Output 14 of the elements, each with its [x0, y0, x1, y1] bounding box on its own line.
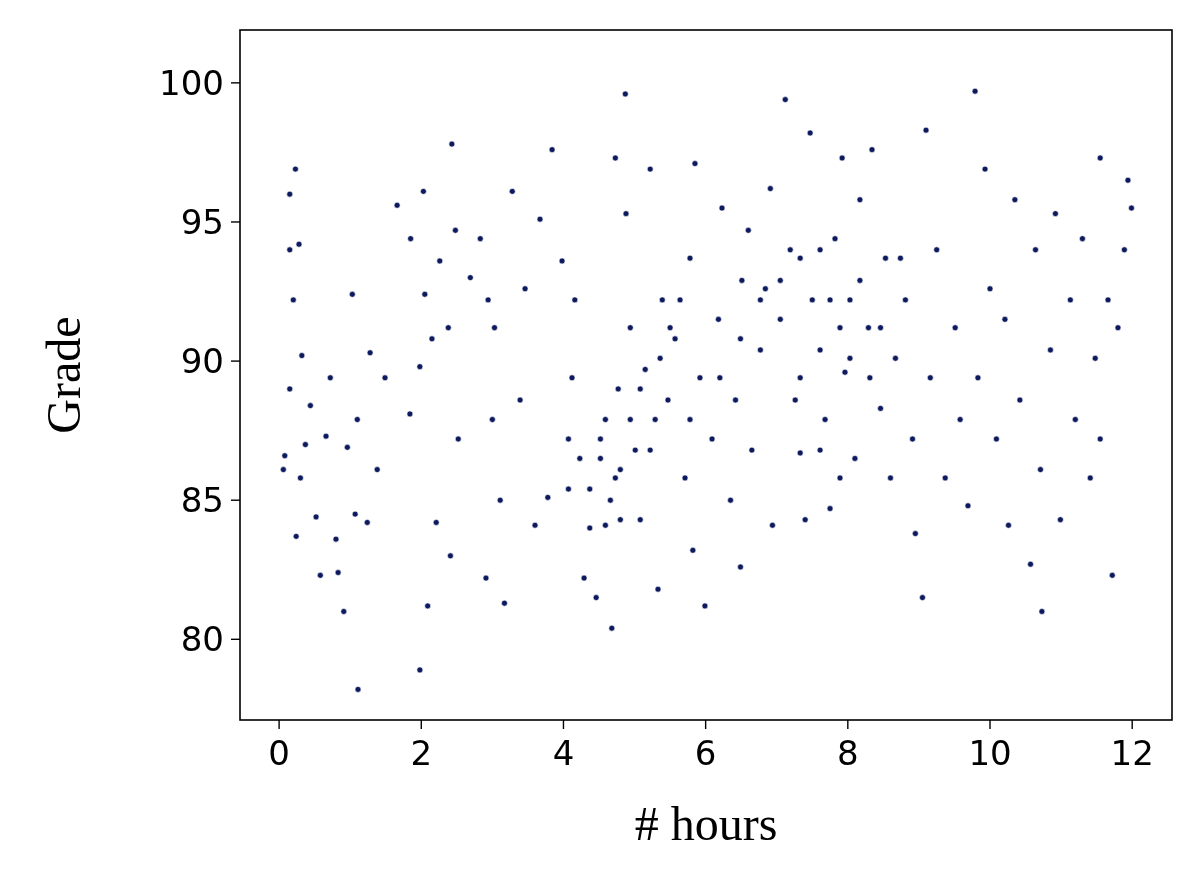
y-tick-label: 80 — [180, 619, 224, 660]
y-tick-label: 90 — [180, 340, 224, 381]
x-tick-label: 6 — [694, 733, 717, 773]
y-tick-label: 95 — [180, 201, 224, 242]
x-tick-label: 0 — [268, 733, 290, 773]
y-tick-label: 100 — [159, 62, 224, 103]
x-tick-label: 2 — [410, 733, 433, 773]
x-tick-label: 4 — [552, 733, 575, 773]
x-tick-label: 12 — [1110, 733, 1154, 773]
y-axis-title: Grade — [37, 316, 90, 434]
x-tick-label: 8 — [837, 733, 859, 773]
x-axis-title: # hours — [634, 797, 778, 850]
x-tick-label: 10 — [968, 733, 1012, 773]
y-tick-label: 85 — [180, 480, 224, 521]
